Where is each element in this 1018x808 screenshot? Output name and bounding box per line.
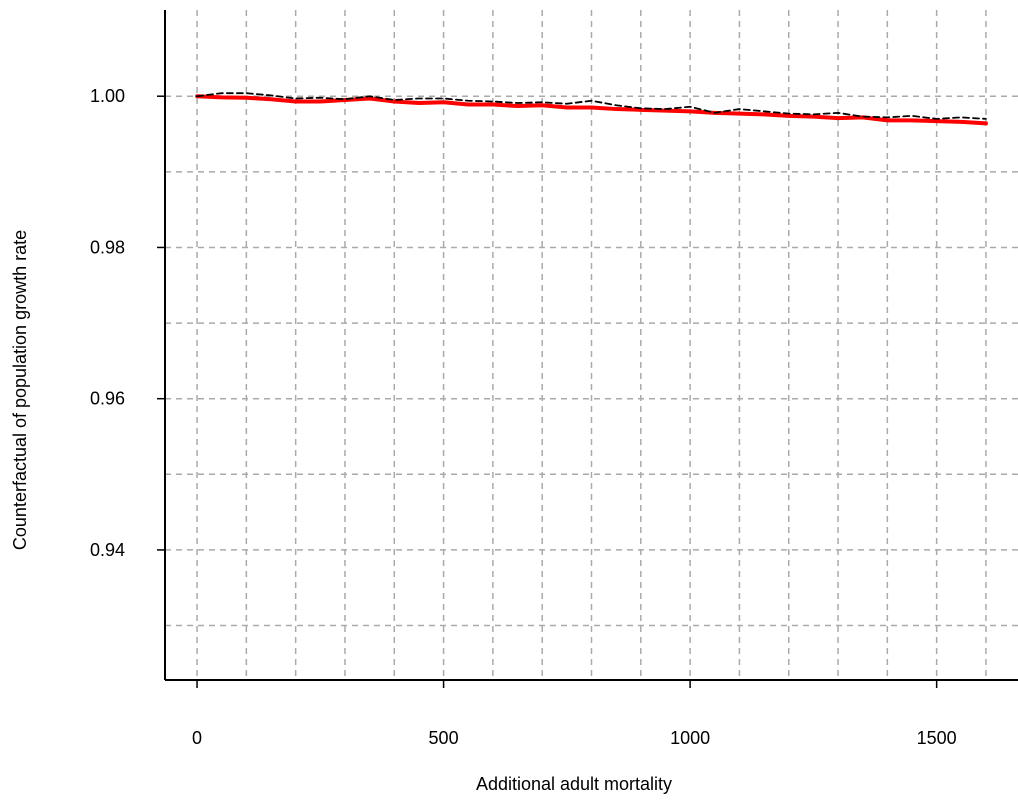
series-layer bbox=[195, 92, 988, 126]
y-tick-label: 0.94 bbox=[90, 540, 125, 560]
y-axis-ticks: 0.94 0.96 0.98 1.00 bbox=[90, 86, 165, 560]
grid bbox=[165, 10, 1018, 680]
x-axis-title: Additional adult mortality bbox=[476, 774, 672, 794]
y-tick-label: 1.00 bbox=[90, 86, 125, 106]
y-tick-label: 0.98 bbox=[90, 237, 125, 257]
series-line-solid bbox=[195, 94, 988, 126]
x-tick-label: 500 bbox=[429, 728, 459, 748]
y-tick-label: 0.96 bbox=[90, 389, 125, 409]
x-tick-label: 1500 bbox=[917, 728, 957, 748]
x-tick-label: 1000 bbox=[670, 728, 710, 748]
y-axis-title: Counterfactual of population growth rate bbox=[10, 230, 30, 550]
series-line-dashed bbox=[196, 92, 987, 120]
x-axis-ticks: 0 500 1000 1500 bbox=[192, 680, 957, 748]
x-tick-label: 0 bbox=[192, 728, 202, 748]
